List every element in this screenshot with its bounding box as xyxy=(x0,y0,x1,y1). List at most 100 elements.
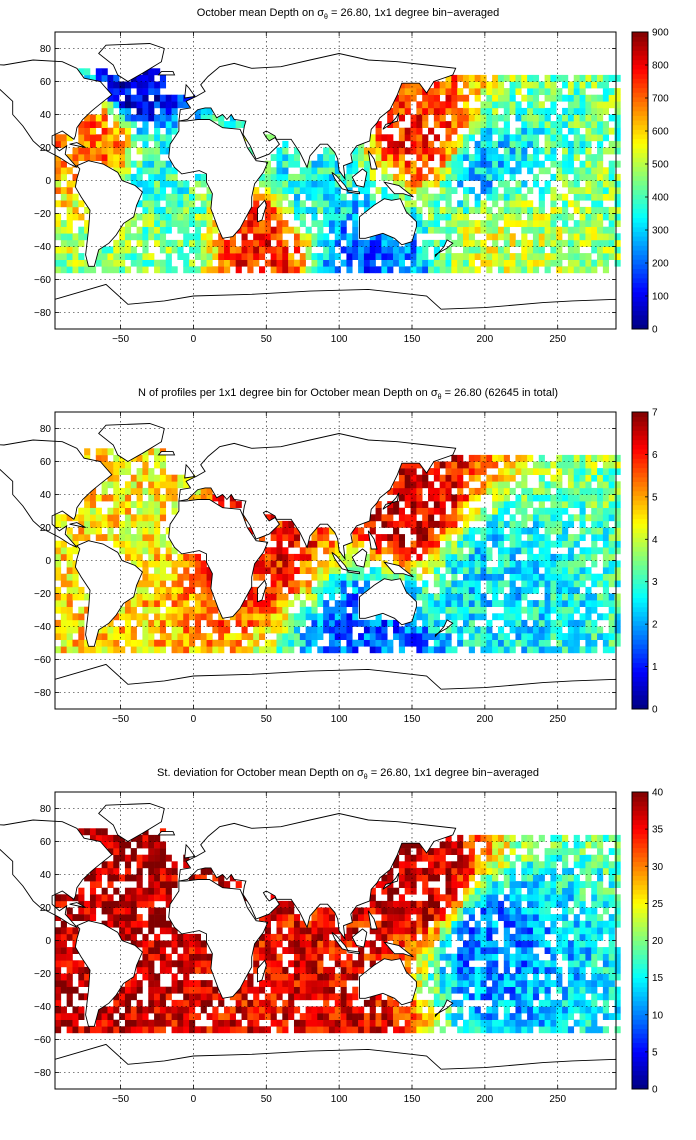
heatmap-cell xyxy=(328,914,336,921)
heatmap-cell xyxy=(119,173,126,181)
heatmap-cell xyxy=(398,914,406,921)
heatmap-cell xyxy=(328,187,336,194)
heatmap-cell xyxy=(334,540,341,548)
heatmap-cell xyxy=(84,121,91,128)
heatmap-cell xyxy=(439,534,446,541)
heatmap-cell xyxy=(276,226,283,234)
heatmap-cell xyxy=(451,114,458,122)
heatmap-cell xyxy=(381,927,388,935)
heatmap-cell xyxy=(597,114,604,122)
heatmap-cell xyxy=(154,867,161,875)
heatmap-cell xyxy=(317,1019,324,1027)
heatmap-cell xyxy=(194,487,202,495)
heatmap-cell xyxy=(328,547,336,555)
heatmap-cell xyxy=(416,220,423,227)
heatmap-cell xyxy=(532,573,540,581)
colorbar-segment xyxy=(632,597,648,603)
heatmap-cell xyxy=(515,547,522,555)
heatmap-cell xyxy=(124,841,132,849)
heatmap-cell xyxy=(369,999,376,1007)
heatmap-cell xyxy=(486,180,493,188)
heatmap-cell xyxy=(66,246,73,254)
heatmap-cell xyxy=(136,474,143,482)
heatmap-cell xyxy=(229,239,236,247)
heatmap-cell xyxy=(538,606,545,614)
heatmap-cell xyxy=(532,507,540,515)
heatmap-cell xyxy=(404,266,411,274)
heatmap-cell xyxy=(538,481,545,489)
heatmap-cell xyxy=(562,226,569,234)
colorbar-segment xyxy=(632,171,648,177)
heatmap-cell xyxy=(288,914,295,921)
heatmap-cell xyxy=(457,514,464,522)
heatmap-cell xyxy=(293,553,301,561)
heatmap-cell xyxy=(159,639,167,647)
heatmap-cell xyxy=(142,573,149,581)
heatmap-cell xyxy=(562,560,569,568)
heatmap-cell xyxy=(328,947,336,954)
heatmap-cell xyxy=(579,253,586,260)
heatmap-cell xyxy=(95,534,102,541)
heatmap-cell xyxy=(60,633,67,640)
heatmap-cell xyxy=(259,953,266,961)
heatmap-cell xyxy=(387,999,394,1007)
heatmap-cell xyxy=(521,114,528,122)
heatmap-cell xyxy=(107,1019,114,1027)
heatmap-cell xyxy=(567,226,575,234)
heatmap-cell xyxy=(55,167,62,175)
heatmap-cell xyxy=(369,940,376,948)
heatmap-cell xyxy=(463,560,470,568)
heatmap-cell xyxy=(492,226,499,234)
heatmap-cell xyxy=(235,1019,242,1027)
heatmap-cell xyxy=(538,239,545,247)
heatmap-cell xyxy=(527,226,534,234)
heatmap-cell xyxy=(375,134,382,142)
heatmap-cell xyxy=(276,540,283,548)
heatmap-cell xyxy=(527,540,534,548)
heatmap-cell xyxy=(416,940,423,948)
heatmap-cell xyxy=(323,534,330,541)
heatmap-cell xyxy=(171,933,178,941)
heatmap-cell xyxy=(142,167,149,175)
heatmap-cell xyxy=(556,527,563,535)
colorbar-tick-label: 200 xyxy=(652,259,669,270)
heatmap-cell xyxy=(410,461,417,469)
heatmap-cell xyxy=(428,600,435,607)
heatmap-cell xyxy=(183,593,190,601)
heatmap-cell xyxy=(346,1019,353,1027)
heatmap-cell xyxy=(433,960,440,968)
heatmap-cell xyxy=(305,580,312,588)
heatmap-cell xyxy=(428,487,435,495)
heatmap-cell xyxy=(293,1019,301,1027)
heatmap-cell xyxy=(72,193,79,201)
heatmap-cell xyxy=(212,646,219,654)
heatmap-cell xyxy=(358,920,365,928)
heatmap-cell xyxy=(433,253,440,260)
heatmap-cell xyxy=(60,960,67,968)
heatmap-cell xyxy=(486,173,493,181)
heatmap-cell xyxy=(66,646,73,654)
heatmap-cell xyxy=(241,633,248,640)
heatmap-cell xyxy=(433,606,440,614)
heatmap-cell xyxy=(527,613,534,621)
heatmap-cell xyxy=(544,239,551,247)
heatmap-cell xyxy=(381,999,388,1007)
heatmap-cell xyxy=(247,646,254,654)
heatmap-cell xyxy=(212,600,219,607)
heatmap-cell xyxy=(562,553,569,561)
heatmap-cell xyxy=(124,239,132,247)
heatmap-cell xyxy=(288,980,295,987)
heatmap-cell xyxy=(474,567,481,574)
colorbar-segment xyxy=(632,439,648,445)
heatmap-cell xyxy=(299,1019,306,1027)
heatmap-cell xyxy=(206,233,213,241)
colorbar-segment xyxy=(632,152,648,158)
heatmap-cell xyxy=(497,553,505,561)
heatmap-cell xyxy=(229,253,236,260)
heatmap-cell xyxy=(608,246,615,254)
colorbar-tick-label: 700 xyxy=(652,94,669,105)
heatmap-cell xyxy=(60,239,67,247)
heatmap-cell xyxy=(445,474,452,482)
heatmap-cell xyxy=(515,567,522,574)
heatmap-cell xyxy=(433,239,440,247)
